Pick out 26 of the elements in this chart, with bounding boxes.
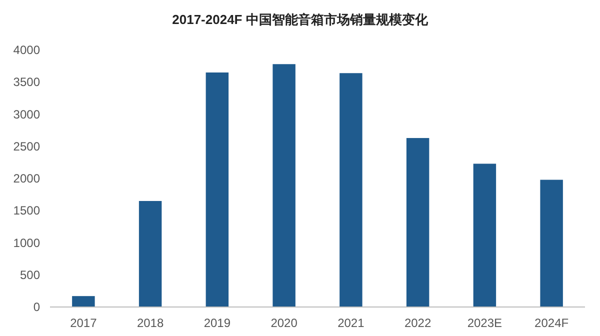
bar xyxy=(540,180,563,307)
x-tick-label: 2024F xyxy=(534,316,569,330)
x-tick-label: 2021 xyxy=(338,316,365,330)
y-tick-label: 1500 xyxy=(13,204,40,218)
chart-title: 2017-2024F 中国智能音箱市场销量规模变化 xyxy=(172,12,429,27)
bar xyxy=(473,164,496,307)
y-tick-label: 3500 xyxy=(13,75,40,90)
x-tick-label: 2022 xyxy=(404,316,432,330)
bar xyxy=(340,73,362,307)
x-tick-label: 2023E xyxy=(467,316,502,330)
y-tick-label: 3000 xyxy=(13,107,40,122)
y-tick-label: 2000 xyxy=(13,172,40,186)
y-tick-label: 500 xyxy=(20,268,40,282)
y-tick-label: 0 xyxy=(33,300,40,314)
y-tick-label: 1000 xyxy=(13,236,40,250)
x-tick-label: 2017 xyxy=(70,316,98,330)
bar xyxy=(406,138,430,307)
bar xyxy=(272,64,296,307)
bar xyxy=(206,72,229,307)
x-tick-label: 2020 xyxy=(270,316,298,330)
bar xyxy=(138,200,162,307)
x-tick-label: 2018 xyxy=(136,316,164,330)
x-tick-label: 2019 xyxy=(204,316,231,330)
y-tick-label: 2500 xyxy=(13,139,40,154)
bar xyxy=(72,296,95,307)
y-tick-label: 4000 xyxy=(13,43,40,57)
